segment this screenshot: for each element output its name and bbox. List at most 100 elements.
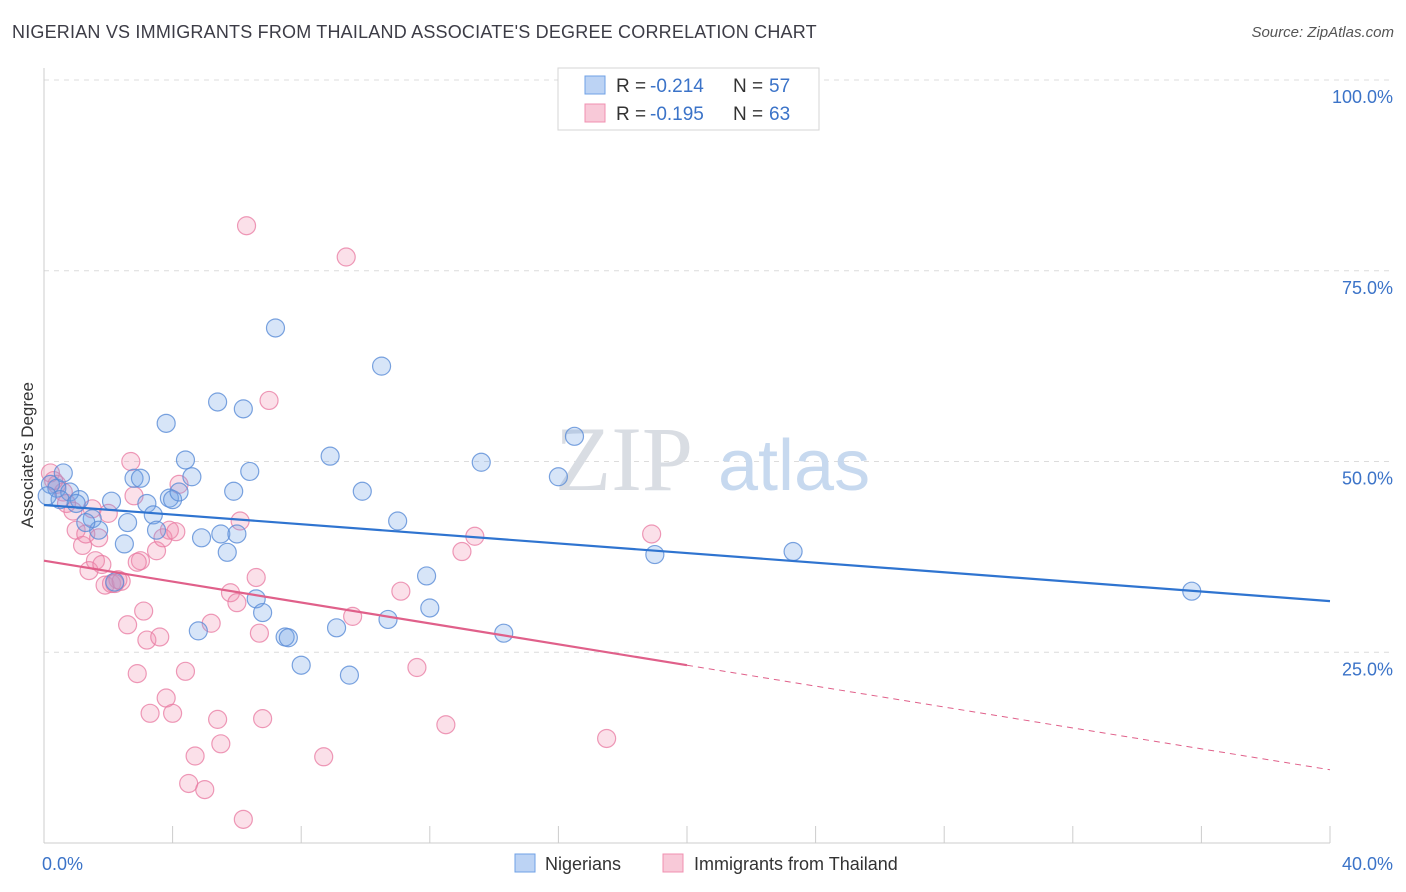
- data-point-nigerians: [163, 490, 183, 510]
- data-point-nigerians: [371, 356, 392, 376]
- data-point-nigerians: [156, 413, 176, 433]
- data-point-nigerians: [378, 609, 398, 630]
- data-point-nigerians: [53, 463, 73, 483]
- data-point-thailand: [195, 779, 215, 800]
- data-point-thailand: [185, 746, 205, 766]
- legend-r-value-1: -0.214: [650, 76, 704, 97]
- data-point-nigerians: [420, 598, 440, 618]
- y-tick-label: 75.0%: [1342, 278, 1393, 298]
- data-point-nigerians: [188, 621, 208, 641]
- data-point-nigerians: [146, 520, 167, 540]
- data-point-thailand: [246, 567, 266, 588]
- legend-swatch-blue: [584, 75, 606, 95]
- bottom-legend: Nigerians Immigrants from Thailand: [514, 853, 898, 874]
- data-point-nigerians: [494, 623, 514, 643]
- trend-line-nigerians: [43, 503, 1331, 603]
- axes: [43, 68, 1331, 844]
- data-point-thailand: [314, 747, 334, 767]
- data-point-nigerians: [114, 534, 134, 554]
- trend-line-thailand: [43, 559, 688, 667]
- bottom-legend-nigerians: Nigerians: [545, 854, 621, 874]
- data-point-nigerians: [66, 493, 86, 514]
- data-point-nigerians: [339, 665, 360, 685]
- data-point-nigerians: [388, 511, 408, 531]
- data-point-nigerians: [416, 566, 437, 586]
- x-tick-labels: 0.0% 40.0%: [42, 854, 1393, 874]
- data-point-thailand: [436, 715, 456, 735]
- data-point-nigerians: [233, 399, 253, 419]
- data-point-thailand: [249, 623, 270, 643]
- legend-r-label-2: R =: [616, 104, 646, 125]
- data-point-thailand: [117, 615, 138, 635]
- data-point-nigerians: [105, 572, 125, 592]
- data-point-thailand: [72, 535, 93, 556]
- bottom-legend-thailand: Immigrants from Thailand: [694, 854, 898, 874]
- legend-n-value-2: 63: [769, 104, 790, 125]
- data-point-thailand: [127, 552, 147, 572]
- y-tick-label: 50.0%: [1342, 469, 1393, 489]
- data-point-nigerians: [227, 524, 247, 544]
- data-point-nigerians: [169, 482, 189, 502]
- watermark-atlas: atlas: [718, 426, 870, 506]
- data-point-nigerians: [291, 655, 311, 675]
- data-point-nigerians: [175, 450, 196, 470]
- legend-box: R = -0.214 N = 57 R = -0.195 N = 63: [557, 67, 820, 131]
- data-point-nigerians: [217, 542, 237, 562]
- data-point-nigerians: [117, 512, 138, 533]
- data-point-nigerians: [265, 318, 286, 338]
- data-point-thailand: [134, 601, 154, 621]
- data-point-nigerians: [253, 602, 273, 623]
- data-point-thailand: [452, 541, 472, 562]
- legend-n-label-2: N =: [733, 104, 763, 125]
- bottom-legend-swatch-nigerians: [514, 853, 536, 873]
- data-point-thailand: [259, 390, 279, 411]
- data-point-nigerians: [783, 541, 803, 562]
- data-point-nigerians: [130, 468, 151, 488]
- data-point-thailand: [597, 728, 617, 749]
- data-point-nigerians: [326, 618, 347, 638]
- data-point-nigerians: [352, 481, 372, 501]
- data-point-thailand: [236, 216, 257, 236]
- y-tick-labels: 100.0% 75.0% 50.0% 25.0%: [1332, 87, 1393, 679]
- data-point-nigerians: [320, 446, 340, 466]
- data-point-thailand: [253, 709, 273, 729]
- data-point-thailand: [227, 593, 247, 613]
- data-point-nigerians: [548, 467, 569, 487]
- legend-r-label-1: R =: [616, 76, 646, 97]
- data-point-thailand: [179, 773, 199, 794]
- data-point-nigerians: [224, 481, 244, 501]
- data-point-thailand: [336, 247, 356, 267]
- chart-title: NIGERIAN VS IMMIGRANTS FROM THAILAND ASS…: [12, 22, 817, 42]
- data-point-thailand: [121, 451, 141, 472]
- data-point-nigerians: [50, 490, 70, 510]
- legend-n-label-1: N =: [733, 76, 763, 97]
- trend-line-thailand-extension: [686, 664, 1331, 771]
- data-point-nigerians: [60, 482, 80, 502]
- data-point-nigerians: [645, 544, 665, 565]
- data-point-thailand: [391, 581, 411, 601]
- legend-n-value-1: 57: [769, 76, 790, 97]
- bottom-legend-swatch-thailand: [662, 853, 684, 873]
- data-point-thailand: [89, 528, 109, 548]
- data-point-nigerians: [159, 488, 179, 508]
- data-point-nigerians: [564, 426, 585, 446]
- data-point-thailand: [166, 522, 186, 542]
- data-point-thailand: [211, 734, 231, 754]
- data-point-nigerians: [240, 461, 260, 482]
- data-point-thailand: [150, 627, 170, 647]
- data-point-thailand: [233, 809, 253, 829]
- data-point-nigerians: [471, 452, 491, 472]
- data-point-nigerians: [37, 486, 57, 506]
- data-point-thailand: [642, 524, 662, 544]
- data-point-thailand: [407, 657, 427, 678]
- data-point-thailand: [140, 703, 160, 723]
- data-point-nigerians: [208, 392, 228, 412]
- data-point-thailand: [127, 664, 147, 684]
- trend-lines: [43, 503, 1331, 771]
- data-point-nigerians: [211, 524, 231, 544]
- y-axis-label: Associate's Degree: [18, 382, 37, 528]
- data-point-thailand: [175, 661, 196, 681]
- legend-r-value-2: -0.195: [650, 104, 704, 125]
- data-point-nigerians: [191, 528, 212, 548]
- y-tick-label: 100.0%: [1332, 87, 1393, 107]
